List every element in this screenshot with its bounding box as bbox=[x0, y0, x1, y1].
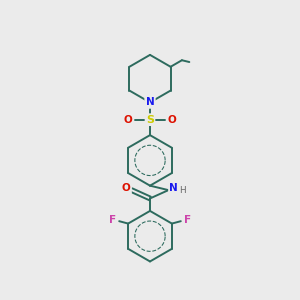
Text: F: F bbox=[184, 215, 191, 225]
Text: O: O bbox=[122, 183, 130, 193]
Text: S: S bbox=[146, 115, 154, 125]
Text: H: H bbox=[179, 186, 186, 195]
Text: O: O bbox=[124, 115, 132, 125]
Text: F: F bbox=[109, 215, 116, 225]
Text: N: N bbox=[169, 183, 178, 193]
Text: N: N bbox=[146, 98, 154, 107]
Text: O: O bbox=[168, 115, 176, 125]
